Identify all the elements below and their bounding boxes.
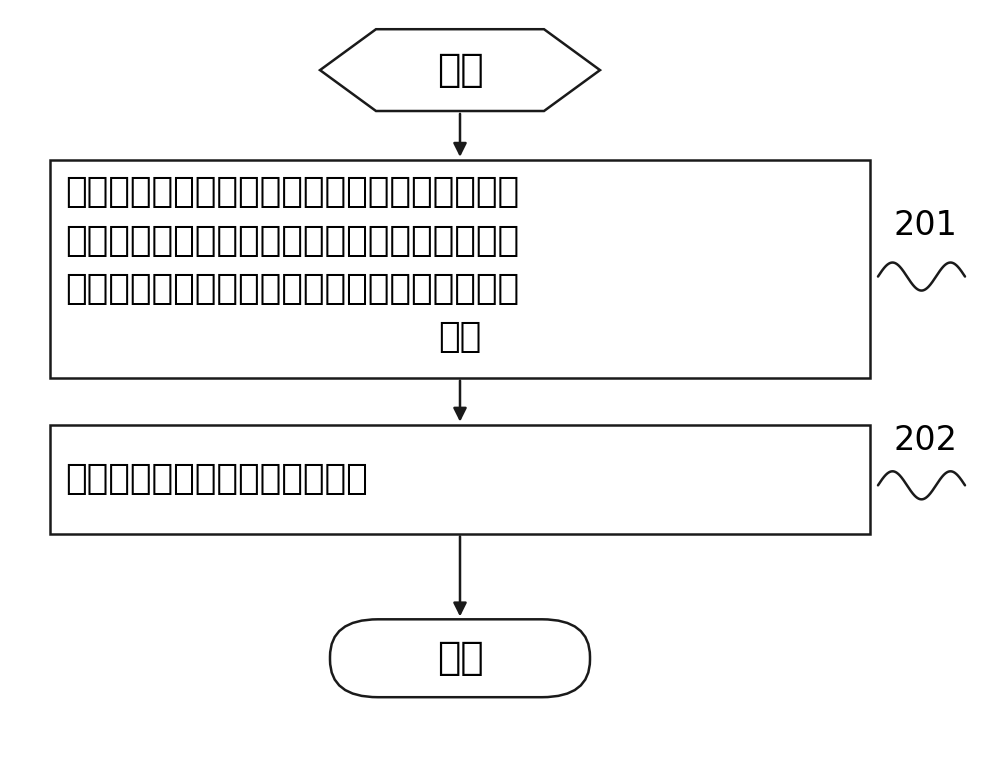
Text: 将所述测量频点信息发送给终端: 将所述测量频点信息发送给终端 xyxy=(65,462,368,496)
Polygon shape xyxy=(320,30,600,111)
Text: 述测量频点为非公网络测量频点或公共网络测量: 述测量频点为非公网络测量频点或公共网络测量 xyxy=(65,272,519,306)
Bar xyxy=(50,425,870,534)
Text: 频点和指示信息，所述指示信息用于指示每个所: 频点和指示信息，所述指示信息用于指示每个所 xyxy=(65,224,519,258)
Text: 配置测量频点信息，所述测量频点信息包括测量: 配置测量频点信息，所述测量频点信息包括测量 xyxy=(65,175,519,210)
Text: 201: 201 xyxy=(893,210,957,242)
Text: 结束: 结束 xyxy=(437,640,483,677)
FancyBboxPatch shape xyxy=(330,619,590,697)
Text: 频点: 频点 xyxy=(438,320,482,354)
Bar xyxy=(50,160,870,378)
Text: 开始: 开始 xyxy=(437,51,483,89)
Text: 202: 202 xyxy=(893,424,957,456)
